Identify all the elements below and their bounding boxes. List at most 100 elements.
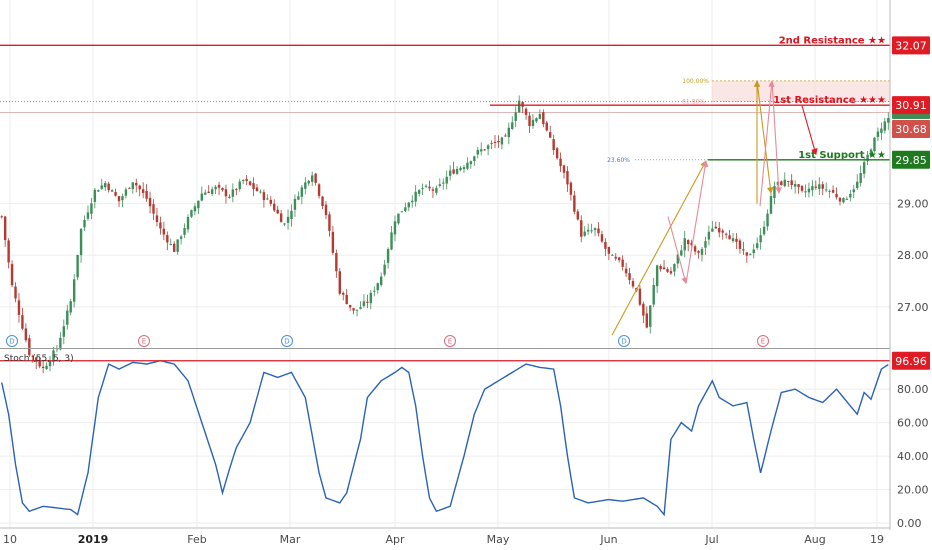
candle-body [38,360,41,367]
candle-body [466,162,469,169]
candle-body [597,228,600,234]
candle-body [849,193,852,198]
candle-body [766,213,769,227]
candle-body [873,137,876,152]
candle-body [66,310,69,325]
candle-body [317,184,321,196]
candle-body [235,189,238,191]
candle-body [262,192,266,200]
candle-body [3,216,7,241]
candle-body [421,188,424,190]
candle-body [531,119,535,126]
candle-body [314,173,317,183]
candle-body [273,203,276,211]
stoch-level-tag-bg [892,351,930,370]
event-marker-letter-5: E [761,338,765,346]
candle-body [259,191,262,193]
candle-body [407,202,410,208]
candle-body [586,229,590,232]
candle-body [631,281,635,287]
candle-body [21,315,24,329]
candle-body [79,228,83,256]
candle-body [431,189,435,191]
price-tick-1: 28.00 [897,249,929,262]
candle-body [83,220,86,228]
price-tag-1: 30.68 [895,123,927,136]
candle-body [290,210,293,219]
arrow-leg-ab [611,160,707,336]
candle-body [245,179,248,181]
candle-body [473,156,476,162]
candle-body [241,180,245,182]
candle-body [459,167,462,171]
candle-body [114,191,117,196]
candle-body [141,189,145,193]
candle-body [662,267,666,270]
candle-body [217,184,221,188]
candle-body [300,187,304,197]
candle-body [352,308,355,311]
arrow-expected-drop [801,105,818,156]
candle-body [545,122,548,131]
candle-body [238,181,241,190]
candle-body [793,184,797,187]
event-marker-4 [618,335,630,347]
candle-body [559,158,562,167]
arrow-leg-cd [685,160,709,284]
candle-body [576,211,580,220]
candle-body [197,200,200,209]
price-tag-1-bg [892,120,930,138]
candle-body [335,253,338,272]
candle-body [24,328,28,341]
candle-body [283,223,286,225]
candle-body [483,149,486,151]
event-marker-letter-1: E [142,338,146,346]
x-tick-3: Mar [280,533,301,546]
candle-body [445,176,448,184]
candle-body [549,132,552,138]
candle-body [780,181,783,186]
candle-body [856,181,859,189]
candle-body [555,148,559,159]
candle-body [887,118,890,123]
stoch-line [1,359,889,517]
candle-body [669,271,673,274]
level-tag-2: 29.85 [895,154,927,167]
candle-body [35,357,38,362]
candle-body [842,198,845,203]
candle-body [369,292,373,304]
candle-body [628,273,631,280]
stoch-tick-3: 20.00 [897,484,929,497]
candle-body [190,210,193,217]
candle-body [386,249,390,263]
candle-body [749,254,752,256]
candle-body [279,213,283,223]
candle-body [286,216,290,223]
candle-body [769,196,773,214]
candle-body [376,283,379,291]
candle-body [100,185,103,189]
candle-body [621,259,624,267]
event-marker-3 [444,335,456,347]
event-marker-2 [281,335,293,347]
candle-body [600,234,604,242]
candle-body [511,122,514,129]
candle-body [373,290,376,292]
candle-body [521,102,524,107]
candle-body [293,198,297,210]
x-tick-2: Feb [187,533,206,546]
candle-body [110,190,114,192]
candle-body [524,108,528,115]
event-marker-5 [757,335,769,347]
candle-body [41,366,45,368]
candle-body [645,313,649,328]
candle-body [207,191,210,194]
x-tick-8: Aug [804,533,825,546]
candle-body [124,189,128,196]
candle-body [448,170,452,176]
candle-body [731,238,735,242]
grid [0,0,890,528]
candle-body [455,169,459,174]
candle-body [673,263,676,272]
